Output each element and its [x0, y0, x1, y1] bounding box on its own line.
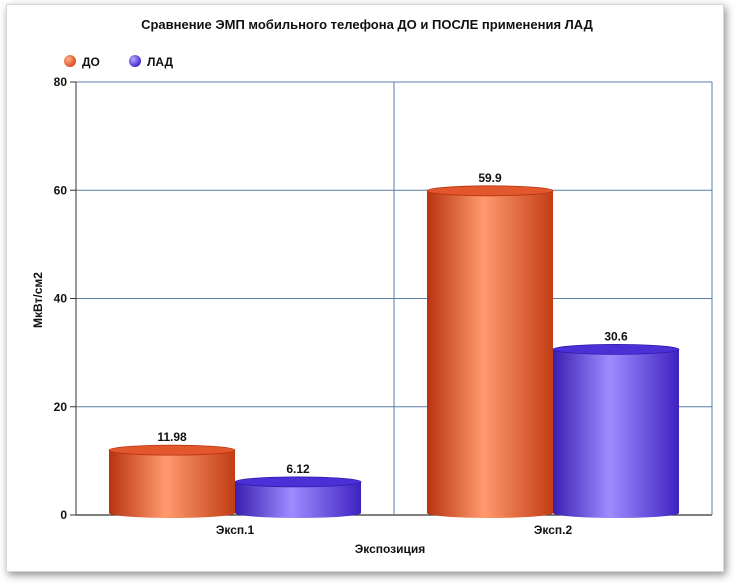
bar-base: [109, 508, 235, 518]
y-tick-label: 20: [54, 400, 68, 414]
y-axis-label: МкВт/см2: [31, 272, 45, 328]
data-labels: 11.98 6.12 59.9 30.6: [157, 171, 628, 476]
bar-top: [552, 343, 680, 355]
bar-do: [108, 444, 236, 518]
legend-label-do: ДО: [82, 55, 100, 69]
bar-do: [426, 185, 554, 518]
data-label: 6.12: [286, 462, 310, 476]
data-label: 11.98: [157, 430, 187, 444]
x-tick-label: Эксп.1: [216, 523, 255, 537]
legend: ДО ЛАД: [64, 55, 174, 69]
legend-swatch-do: [64, 55, 76, 67]
bar-base: [553, 508, 679, 518]
bar-base: [427, 508, 553, 518]
data-label: 59.9: [478, 171, 502, 185]
bar-top: [234, 476, 362, 488]
bar-body: [553, 349, 679, 513]
x-tick-label: Эксп.2: [534, 523, 573, 537]
bar-lad: [234, 476, 362, 518]
x-axis-ticks: Эксп.1 Эксп.2: [216, 523, 573, 537]
chart-title: Сравнение ЭМП мобильного телефона ДО и П…: [141, 17, 594, 32]
legend-label-lad: ЛАД: [147, 55, 174, 69]
y-tick-label: 40: [54, 292, 68, 306]
bars: [108, 185, 680, 518]
bar-body: [427, 190, 553, 513]
data-label: 30.6: [604, 329, 628, 343]
bar-base: [235, 508, 361, 518]
y-tick-label: 0: [60, 508, 67, 522]
bar-body: [109, 450, 235, 513]
bar-lad: [552, 343, 680, 518]
legend-swatch-lad: [129, 55, 141, 67]
bar-top: [108, 444, 236, 456]
y-tick-label: 60: [54, 183, 68, 197]
y-tick-label: 80: [54, 75, 68, 89]
x-axis-label: Экспозиция: [355, 542, 426, 556]
bar-top: [426, 185, 554, 197]
y-axis-ticks: 0 20 40 60 80: [54, 75, 76, 522]
